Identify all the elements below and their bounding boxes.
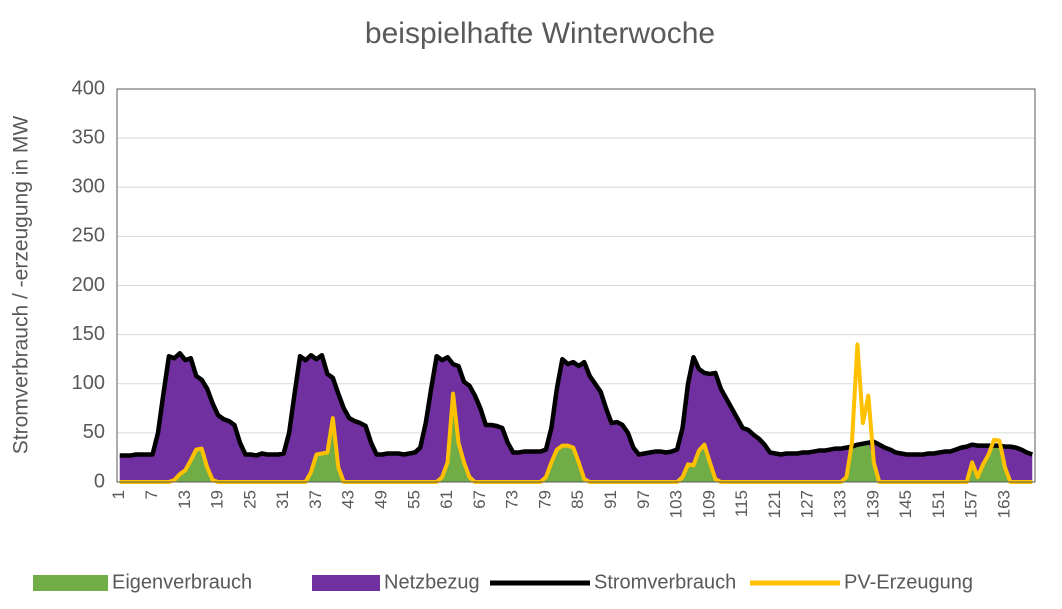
- x-tick-label: 1: [109, 490, 128, 499]
- y-tick-label: 300: [72, 176, 105, 198]
- x-tick-label: 85: [568, 490, 587, 509]
- x-tick-label: 7: [142, 490, 161, 499]
- x-tick-label: 31: [273, 490, 292, 509]
- y-tick-label: 200: [72, 274, 105, 296]
- x-tick-label: 13: [175, 490, 194, 509]
- chart-title: beispielhafte Winterwoche: [365, 17, 715, 50]
- x-tick-label: 103: [667, 490, 686, 518]
- y-axis-label: Stromverbrauch / -erzeugung in MW: [10, 116, 33, 455]
- y-tick-label: 150: [72, 323, 105, 345]
- x-tick-label: 37: [306, 490, 325, 509]
- x-tick-label: 151: [929, 490, 948, 518]
- x-tick-label: 133: [831, 490, 850, 518]
- x-tick-label: 115: [732, 490, 751, 517]
- plot-border: [116, 88, 1036, 483]
- line: [119, 351, 1034, 458]
- area: [119, 353, 1033, 482]
- x-tick-label: 109: [699, 490, 718, 518]
- x-tick-label: 79: [535, 490, 554, 509]
- y-tick-label: 50: [83, 421, 105, 443]
- x-tick-label: 97: [634, 490, 653, 509]
- x-tick-label: 19: [208, 490, 227, 509]
- x-tick-label: 145: [896, 490, 915, 518]
- legend-label: Stromverbrauch: [594, 571, 736, 593]
- x-tick-label: 43: [339, 490, 358, 509]
- x-tick-label: 25: [240, 490, 259, 509]
- y-tick-label: 100: [72, 372, 105, 394]
- x-tick-label: 73: [503, 490, 522, 509]
- y-tick-label: 250: [72, 225, 105, 247]
- x-tick-label: 121: [765, 490, 784, 518]
- legend-label: PV-Erzeugung: [844, 571, 973, 593]
- x-tick-label: 127: [798, 490, 817, 518]
- x-tick-label: 61: [437, 490, 456, 509]
- x-tick-label: 67: [470, 490, 489, 509]
- legend-swatch: [33, 575, 108, 591]
- legend-label: Netzbezug: [384, 571, 480, 593]
- x-tick-label: 91: [601, 490, 620, 509]
- x-tick-label: 157: [962, 490, 981, 518]
- x-tick-label: 49: [372, 490, 391, 509]
- x-tick-label: 163: [994, 490, 1013, 518]
- y-tick-label: 0: [94, 470, 105, 492]
- x-tick-label: 139: [863, 490, 882, 518]
- x-tick-label: 55: [404, 490, 423, 509]
- y-tick-label: 400: [72, 77, 105, 99]
- legend-label: Eigenverbrauch: [112, 571, 252, 593]
- y-tick-label: 350: [72, 126, 105, 148]
- area: [119, 393, 1033, 482]
- legend-swatch: [312, 575, 380, 591]
